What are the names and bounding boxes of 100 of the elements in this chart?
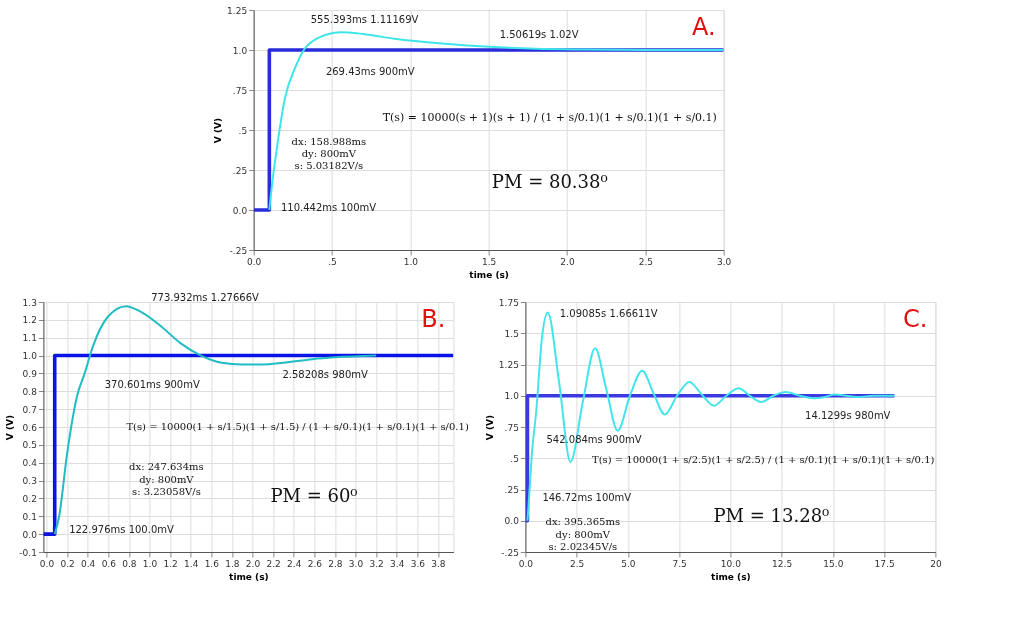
annotation: s: 5.03182V/s xyxy=(294,160,364,171)
x-tick-label: 2.5 xyxy=(638,256,653,267)
y-tick-label: 0.6 xyxy=(22,422,38,433)
x-tick-label: 1.0 xyxy=(142,558,158,569)
annotation: 1.50619s 1.02V xyxy=(499,28,579,40)
y-axis-title: V (V) xyxy=(213,117,224,144)
y-tick-label: .75 xyxy=(232,85,248,96)
annotation: T(s) = 10000(s + 1)(s + 1) / (1 + s/0.1)(1 + s/0.1)(1 + s/0.1) xyxy=(382,111,717,124)
y-tick-label: 1.75 xyxy=(498,297,519,308)
y-tick-label: 0.3 xyxy=(22,476,37,487)
annotation: dy: 800mV xyxy=(301,148,357,159)
x-tick-label: .5 xyxy=(328,256,337,267)
annotation: 122.976ms 100.0mV xyxy=(69,524,174,536)
x-tick-label: 20 xyxy=(930,558,942,569)
annotation: dx: 395.365ms xyxy=(545,516,621,527)
x-tick-label: 1.2 xyxy=(163,558,178,569)
x-tick-label: 3.0 xyxy=(717,256,732,267)
x-tick-label: 1.0 xyxy=(403,256,419,267)
x-axis-title: time (s) xyxy=(711,571,751,582)
y-tick-label: .5 xyxy=(510,453,519,464)
x-tick-label: 1.8 xyxy=(225,558,240,569)
annotation: 1.09085s 1.66611V xyxy=(559,308,658,320)
chart-title: C. xyxy=(903,305,928,333)
annotation: s: 3.23058V/s xyxy=(132,486,201,497)
annotation: PM = 80.38⁰ xyxy=(491,170,608,192)
y-tick-label: 0.0 xyxy=(504,516,520,527)
x-tick-label: 2.5 xyxy=(569,558,585,569)
annotation: 110.442ms 100mV xyxy=(280,202,377,213)
annotation: 146.72ms 100mV xyxy=(542,492,632,504)
annotation: T(s) = 10000(1 + s/2.5)(1 + s/2.5) / (1 + s/0.1)(1 + s/0.1)(1 + s/0.1) xyxy=(591,453,935,465)
y-tick-label: 0.8 xyxy=(22,386,38,397)
x-tick-label: 2.6 xyxy=(307,558,323,569)
annotation: 269.43ms 900mV xyxy=(325,66,415,77)
annotation: s: 2.02345V/s xyxy=(548,541,618,552)
x-tick-label: 3.4 xyxy=(390,558,405,569)
x-tick-label: 10.0 xyxy=(720,558,742,569)
x-tick-label: 2.4 xyxy=(287,558,302,569)
x-axis-title: time (s) xyxy=(469,269,509,280)
x-tick-label: 3.8 xyxy=(431,558,446,569)
x-tick-label: 0.2 xyxy=(60,558,75,569)
y-tick-label: 1.0 xyxy=(504,391,520,402)
y-tick-label: 1.0 xyxy=(22,351,38,362)
x-tick-label: 15.0 xyxy=(823,558,844,569)
y-tick-label: .25 xyxy=(232,165,248,176)
x-tick-label: 1.5 xyxy=(482,256,497,267)
annotation: T(s) = 10000(1 + s/1.5)(1 + s/1.5) / (1 + s/0.1)(1 + s/0.1)(1 + s/0.1) xyxy=(126,421,469,432)
y-tick-label: 0.5 xyxy=(22,440,37,451)
y-tick-label: 0.0 xyxy=(22,529,38,540)
y-axis-title: V (V) xyxy=(5,414,16,441)
x-tick-label: 0.0 xyxy=(39,558,55,569)
x-tick-label: 0.4 xyxy=(81,558,96,569)
y-axis-title: V (V) xyxy=(484,414,495,441)
x-tick-label: 0.6 xyxy=(101,558,117,569)
y-tick-label: 1.5 xyxy=(504,328,519,339)
annotation: 2.58208s 980mV xyxy=(282,369,369,381)
x-tick-label: 0.0 xyxy=(518,558,534,569)
x-tick-label: 3.0 xyxy=(348,558,364,569)
annotation: dx: 158.988ms xyxy=(291,136,367,147)
line-series xyxy=(53,305,378,536)
x-tick-label: 1.6 xyxy=(204,558,220,569)
x-tick-label: 5.0 xyxy=(621,558,636,569)
y-tick-label: -.25 xyxy=(501,547,519,558)
x-tick-label: 3.6 xyxy=(410,558,426,569)
x-tick-label: 3.2 xyxy=(369,558,384,569)
annotation: 555.393ms 1.11169V xyxy=(310,14,419,26)
y-tick-label: 1.25 xyxy=(227,5,248,16)
x-tick-label: 7.5 xyxy=(672,558,687,569)
annotation: dy: 800mV xyxy=(555,528,611,540)
annotation: PM = 60⁰ xyxy=(270,485,358,506)
x-tick-label: 0.0 xyxy=(247,256,262,267)
y-tick-label: 0.1 xyxy=(22,511,37,522)
y-tick-label: 1.2 xyxy=(22,315,37,326)
y-tick-label: 0.4 xyxy=(22,458,38,469)
annotation: 370.601ms 900mV xyxy=(104,379,200,391)
y-tick-label: -0.1 xyxy=(19,547,37,558)
y-tick-label: .75 xyxy=(504,422,519,433)
x-tick-label: 2.2 xyxy=(266,558,281,569)
x-tick-label: 12.5 xyxy=(772,558,793,569)
chart-title: B. xyxy=(421,305,446,333)
y-tick-label: 0.9 xyxy=(22,368,38,379)
y-tick-label: 0.7 xyxy=(22,404,37,415)
y-tick-label: .25 xyxy=(504,485,519,495)
y-tick-label: 1.3 xyxy=(22,297,37,308)
x-tick-label: 2.0 xyxy=(560,256,575,267)
x-axis-title: time (s) xyxy=(229,571,269,582)
y-tick-label: 0.2 xyxy=(22,493,37,504)
y-tick-label: 1.1 xyxy=(22,333,37,344)
annotation: 14.1299s 980mV xyxy=(805,410,891,422)
x-tick-label: 2.0 xyxy=(245,558,261,569)
annotation: 773.932ms 1.27666V xyxy=(151,292,260,304)
y-tick-label: 1.25 xyxy=(498,360,519,370)
annotation: dx: 247.634ms xyxy=(129,461,204,472)
y-tick-label: 1.0 xyxy=(232,45,248,56)
x-tick-label: 0.8 xyxy=(122,558,137,569)
chart-title: A. xyxy=(692,13,716,41)
y-tick-label: -.25 xyxy=(229,245,248,256)
x-tick-label: 17.5 xyxy=(874,558,895,569)
y-tick-label: 0.0 xyxy=(232,205,248,216)
y-tick-label: .5 xyxy=(238,125,248,136)
annotation: PM = 13.28⁰ xyxy=(713,505,830,526)
